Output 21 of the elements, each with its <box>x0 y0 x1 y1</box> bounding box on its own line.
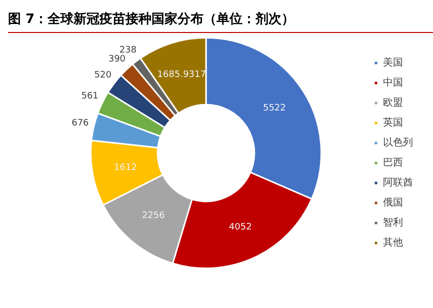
legend-label: 阿联酋 <box>383 176 413 189</box>
data-label: 1685.9317 <box>157 70 206 80</box>
data-label: 561 <box>81 92 98 102</box>
legend-label: 欧盟 <box>383 96 403 109</box>
data-label: 5522 <box>262 103 286 114</box>
data-label: 1612 <box>114 162 137 173</box>
legend-label: 其他 <box>383 236 403 249</box>
legend-label: 美国 <box>383 56 403 69</box>
data-label: 238 <box>119 45 137 56</box>
data-label: 390 <box>108 54 126 65</box>
data-label: 520 <box>94 70 112 80</box>
legend-label: 智利 <box>383 216 403 229</box>
legend-label: 以色列 <box>383 136 413 149</box>
data-label: 676 <box>72 118 90 129</box>
chart-title: 图 7：全球新冠疫苗接种国家分布（单位：剂次） <box>8 8 433 33</box>
data-label: 2256 <box>142 211 166 222</box>
legend-label: 巴西 <box>383 158 403 169</box>
data-label: 4052 <box>228 222 252 233</box>
legend-label: 俄国 <box>383 196 403 209</box>
legend-label: 中国 <box>383 76 403 89</box>
legend-label: 英国 <box>383 116 403 129</box>
